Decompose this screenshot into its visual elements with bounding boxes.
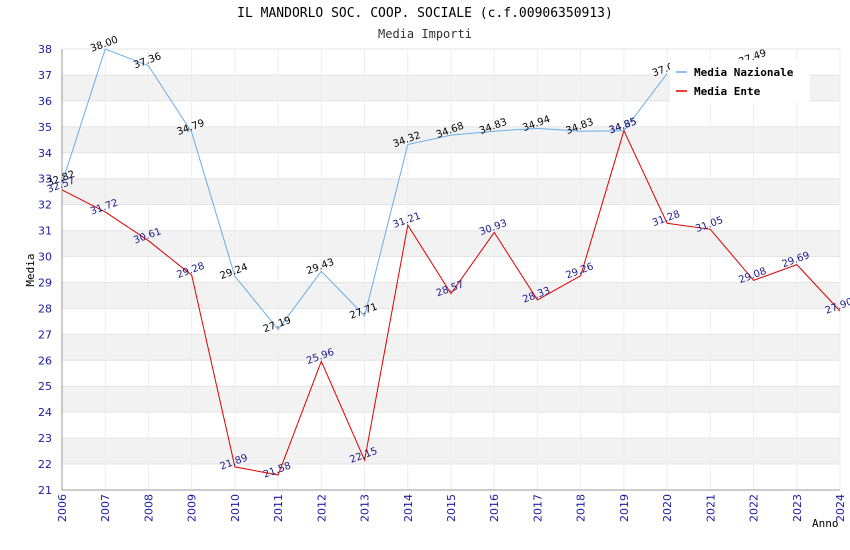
y-tick-label: 27 bbox=[38, 328, 52, 341]
y-tick-label: 26 bbox=[38, 354, 52, 367]
y-tick-label: 34 bbox=[38, 147, 52, 160]
y-tick-label: 23 bbox=[38, 432, 52, 445]
y-tick-label: 31 bbox=[38, 225, 52, 238]
y-tick-labels: 21 22 23 24 25 26 27 28 29 30 31 32 33 34 35 36 37 38 bbox=[38, 43, 52, 497]
x-tick-label: 2018 bbox=[575, 494, 588, 522]
axes bbox=[61, 49, 840, 491]
x-tick-label: 2008 bbox=[142, 494, 155, 522]
x-tick-label: 2011 bbox=[272, 494, 285, 522]
data-label: 37.36 bbox=[132, 51, 163, 71]
x-tick-label: 2015 bbox=[445, 494, 458, 522]
x-tick-label: 2006 bbox=[56, 494, 69, 522]
data-label: 29.24 bbox=[219, 262, 250, 282]
y-tick-label: 28 bbox=[38, 302, 52, 315]
data-label: 27.19 bbox=[262, 315, 293, 335]
data-label: 29.26 bbox=[564, 261, 595, 281]
chart-subtitle: Media Importi bbox=[378, 27, 472, 41]
data-label: 31.28 bbox=[651, 209, 682, 229]
x-tick-label: 2024 bbox=[834, 494, 847, 522]
x-tick-label: 2022 bbox=[748, 494, 761, 522]
x-tick-label: 2019 bbox=[618, 494, 631, 522]
x-tick-label: 2023 bbox=[791, 494, 804, 522]
y-tick-label: 32 bbox=[38, 199, 52, 212]
y-tick-label: 25 bbox=[38, 380, 52, 393]
x-tick-label: 2014 bbox=[402, 494, 415, 522]
grid-lines bbox=[61, 48, 841, 491]
y-tick-label: 24 bbox=[38, 406, 52, 419]
legend-label: Media Nazionale bbox=[694, 66, 794, 79]
y-tick-label: 21 bbox=[38, 484, 52, 497]
x-tick-label: 2017 bbox=[531, 494, 544, 522]
x-tick-label: 2016 bbox=[488, 494, 501, 522]
series-line bbox=[61, 129, 841, 476]
legend-box bbox=[670, 60, 810, 102]
x-tick-labels: 2006 2007 2008 2009 2010 2011 2012 2013 2014 2015… bbox=[56, 494, 847, 522]
data-label: 29.43 bbox=[305, 257, 336, 277]
chart-title: IL MANDORLO SOC. COOP. SOCIALE (c.f.0090… bbox=[237, 6, 613, 21]
x-tick-label: 2021 bbox=[704, 494, 717, 522]
y-axis-label: Media bbox=[24, 253, 37, 286]
y-tick-label: 30 bbox=[38, 251, 52, 264]
legend: Media Nazionale Media Ente bbox=[670, 60, 810, 102]
x-tick-label: 2012 bbox=[315, 494, 328, 522]
y-tick-label: 37 bbox=[38, 69, 52, 82]
x-tick-label: 2007 bbox=[99, 494, 112, 522]
series-lines bbox=[61, 49, 841, 476]
y-tick-label: 35 bbox=[38, 121, 52, 134]
y-tick-label: 22 bbox=[38, 458, 52, 471]
y-tick-label: 36 bbox=[38, 95, 52, 108]
x-tick-label: 2013 bbox=[359, 494, 372, 522]
y-tick-label: 33 bbox=[38, 173, 52, 186]
legend-label: Media Ente bbox=[694, 85, 761, 98]
data-label: 29.28 bbox=[175, 261, 206, 281]
x-tick-label: 2020 bbox=[661, 494, 674, 522]
x-tick-label: 2009 bbox=[186, 494, 199, 522]
x-axis-label: Anno bbox=[812, 517, 839, 530]
y-tick-label: 38 bbox=[38, 43, 52, 56]
y-tick-label: 29 bbox=[38, 276, 52, 289]
x-tick-label: 2010 bbox=[229, 494, 242, 522]
